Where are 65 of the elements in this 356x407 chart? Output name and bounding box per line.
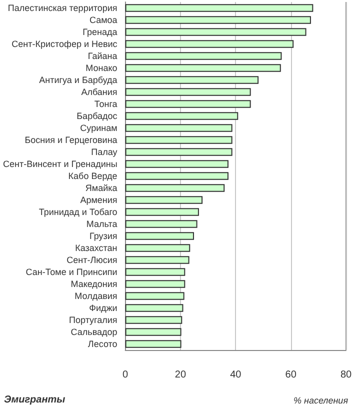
y-tick-label: Тринидад и Тобаго xyxy=(38,207,118,217)
bar xyxy=(125,304,184,312)
y-tick-label: Португалия xyxy=(69,315,118,325)
y-tick-label: Тонга xyxy=(94,99,118,109)
y-tick-label: Палестинская территория xyxy=(8,3,118,13)
bar xyxy=(125,208,199,216)
text: Эмигранты xyxy=(4,394,66,406)
y-tick-label: Мальта xyxy=(86,219,118,229)
y-tick-label: Гайана xyxy=(88,51,118,61)
y-tick-label: Кабо Верде xyxy=(68,171,118,181)
bar xyxy=(125,316,182,324)
y-tick-label: Албания xyxy=(81,87,118,97)
y-tick-label: Сент-Кристофер и Невис xyxy=(12,39,118,49)
y-tick-label: Барбадос xyxy=(76,111,118,121)
y-tick-label: Ямайка xyxy=(85,183,118,193)
x-tick-label: 0 xyxy=(122,370,129,380)
x-axis-title: % населения xyxy=(293,396,348,406)
bar xyxy=(125,88,251,96)
bar xyxy=(125,340,182,348)
y-tick-label: Самоа xyxy=(89,15,118,25)
y-tick-label: Палау xyxy=(91,147,118,157)
y-tick-label: Сент-Люсия xyxy=(66,255,118,265)
bar xyxy=(125,76,259,84)
bar xyxy=(125,256,190,264)
bar xyxy=(125,172,228,180)
bar xyxy=(125,4,314,12)
bar xyxy=(125,40,294,48)
x-tick-label: 60 xyxy=(285,370,297,380)
y-tick-label: Антигуа и Барбуда xyxy=(39,75,118,85)
bar xyxy=(125,148,232,156)
bar xyxy=(125,160,228,168)
y-tick-label: Грузия xyxy=(89,231,118,241)
x-tick-label: 80 xyxy=(340,370,352,380)
bar xyxy=(125,244,190,252)
bar xyxy=(125,280,186,288)
bar xyxy=(125,232,194,240)
bar xyxy=(125,136,232,144)
y-tick-label: Казахстан xyxy=(75,243,118,253)
y-tick-label: Босния и Герцеговина xyxy=(24,135,118,145)
y-tick-label: Лесото xyxy=(88,339,118,349)
bar xyxy=(125,100,251,108)
x-tick-label: 20 xyxy=(174,370,186,380)
bar xyxy=(125,328,182,336)
bar xyxy=(125,220,198,228)
bar xyxy=(125,292,184,300)
y-tick-label: Монако xyxy=(86,63,118,73)
y-tick-label: Сан-Томе и Принсипи xyxy=(26,267,118,277)
y-tick-label: Македония xyxy=(70,279,118,289)
bar xyxy=(125,28,306,36)
y-tick-label: Сент-Винсент и Гренадины xyxy=(2,159,118,169)
y-tick-label: Суринам xyxy=(80,123,118,133)
bar xyxy=(125,64,281,72)
bar xyxy=(125,184,225,192)
y-tick-label: Фиджи xyxy=(89,303,118,313)
x-tick-label: 40 xyxy=(230,370,242,380)
y-tick-label: Гренада xyxy=(82,27,118,37)
bar xyxy=(125,268,186,276)
bar xyxy=(125,124,232,132)
bar xyxy=(125,196,203,204)
y-tick-label: Армения xyxy=(80,195,118,205)
y-tick-label: Сальвадор xyxy=(70,327,118,337)
bar xyxy=(125,16,311,24)
y-tick-label: Молдавия xyxy=(74,291,118,301)
bar xyxy=(125,112,238,120)
bar xyxy=(125,52,282,60)
